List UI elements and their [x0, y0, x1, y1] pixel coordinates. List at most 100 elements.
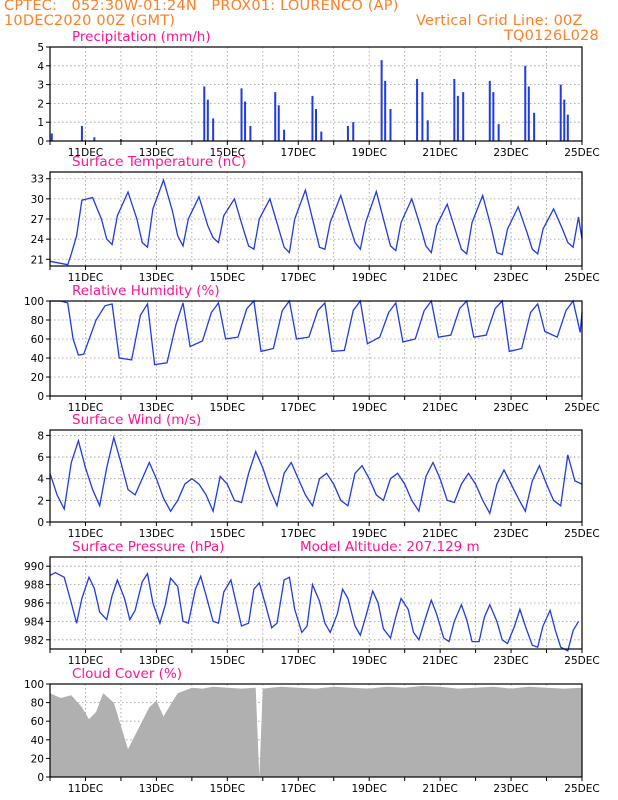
x-tick-label: 17DEC [281, 528, 316, 540]
x-tick-label: 11DEC [68, 272, 103, 284]
y-tick-label: 30 [31, 194, 44, 206]
x-tick-label: 15DEC [210, 655, 245, 667]
x-tick-label: 19DEC [351, 528, 386, 540]
precip-bar [492, 92, 495, 141]
panel-title: Relative Humidity (%) [72, 283, 220, 299]
x-tick-label: 23DEC [493, 147, 528, 159]
precip-bar [50, 133, 53, 141]
x-tick-label: 17DEC [281, 402, 316, 414]
panel-frame [49, 300, 583, 397]
precip-bar [352, 122, 355, 141]
panel-title: Surface Temperature (nC) [72, 154, 246, 170]
precip-bar [315, 109, 317, 141]
panel-frame [49, 683, 583, 778]
precip-bar [277, 105, 280, 141]
precip-bar [384, 80, 387, 141]
x-tick-label: 21DEC [422, 272, 457, 284]
x-tick-label: 25DEC [564, 402, 599, 414]
x-tick-label: 13DEC [139, 655, 174, 667]
y-tick-label: 60 [31, 716, 44, 728]
y-tick-label: 20 [31, 753, 44, 765]
x-tick-label: 13DEC [139, 402, 174, 414]
y-tick-label: 3 [37, 80, 44, 92]
x-tick-label: 23DEC [493, 655, 528, 667]
x-tick-label: 15DEC [210, 528, 245, 540]
header-right-2: TQ0126L028 [504, 28, 599, 44]
y-tick-label: 0 [37, 772, 44, 784]
y-tick-label: 982 [24, 635, 44, 647]
precip-bar [380, 60, 383, 141]
x-tick-label: 13DEC [139, 528, 174, 540]
x-tick-label: 17DEC [281, 272, 316, 284]
y-tick-label: 27 [31, 214, 44, 226]
series-line [49, 571, 580, 652]
panel-frame [49, 556, 583, 650]
x-tick-label: 11DEC [68, 147, 103, 159]
y-tick-label: 80 [31, 315, 44, 327]
precip-bar [421, 92, 424, 141]
precip-bar [212, 118, 215, 141]
series-line [49, 435, 583, 516]
precip-bar [206, 99, 209, 141]
y-tick-label: 40 [31, 353, 44, 365]
precip-bar [462, 92, 465, 141]
y-tick-label: 20 [31, 372, 44, 384]
precip-bar [533, 112, 536, 141]
y-tick-label: 986 [24, 598, 44, 610]
x-tick-label: 13DEC [139, 147, 174, 159]
y-tick-label: 21 [31, 254, 44, 266]
y-tick-label: 4 [37, 474, 44, 486]
x-tick-label: 17DEC [281, 655, 316, 667]
x-tick-label: 25DEC [564, 655, 599, 667]
y-tick-label: 8 [37, 430, 44, 442]
precip-bar [80, 125, 83, 141]
series-line [49, 178, 583, 266]
precip-bar [488, 80, 491, 141]
x-tick-label: 23DEC [493, 402, 528, 414]
x-tick-label: 25DEC [564, 783, 599, 795]
precip-bar [320, 131, 323, 141]
y-tick-label: 990 [24, 561, 44, 573]
y-tick-label: 988 [24, 580, 44, 592]
panel-frame [49, 171, 583, 267]
x-tick-label: 17DEC [281, 147, 316, 159]
precip-bar [416, 78, 419, 141]
x-tick-label: 17DEC [281, 783, 316, 795]
x-tick-label: 21DEC [422, 402, 457, 414]
x-tick-label: 13DEC [139, 783, 174, 795]
header-line-1: CPTEC: 052:30W-01:24N PROX01: LOURENCO (… [4, 0, 399, 14]
precip-bar [566, 114, 569, 141]
panel-frame [49, 46, 583, 142]
precip-bar [119, 139, 122, 141]
model-altitude-label: Model Altitude: 207.129 m [300, 539, 480, 555]
precip-bar [497, 124, 500, 141]
y-tick-label: 2 [37, 495, 44, 507]
x-tick-label: 13DEC [139, 272, 174, 284]
x-tick-label: 15DEC [210, 272, 245, 284]
precip-bar [346, 125, 349, 141]
panel-title: Surface Wind (m/s) [72, 412, 201, 428]
precip-bar [274, 92, 277, 141]
x-tick-label: 15DEC [210, 402, 245, 414]
precip-bar [93, 137, 96, 141]
header-right-1: Vertical Grid Line: 00Z [416, 13, 583, 29]
precip-bar [559, 84, 562, 141]
x-tick-label: 25DEC [564, 272, 599, 284]
x-tick-label: 23DEC [493, 783, 528, 795]
precip-bar [244, 101, 247, 141]
y-tick-label: 4 [37, 61, 44, 73]
x-tick-label: 11DEC [68, 402, 103, 414]
y-tick-label: 6 [37, 452, 44, 464]
y-tick-label: 2 [37, 98, 44, 110]
panel-title: Surface Pressure (hPa) [72, 539, 225, 555]
panel-frame [49, 429, 583, 523]
y-tick-label: 1 [37, 117, 44, 129]
header-line-2: 10DEC2020 00Z (GMT) [4, 13, 176, 29]
panel-title: Precipitation (mm/h) [72, 29, 211, 45]
x-tick-label: 21DEC [422, 655, 457, 667]
cloud-area [50, 685, 582, 777]
precip-bar [453, 78, 456, 141]
x-tick-label: 25DEC [564, 528, 599, 540]
precip-bar [311, 95, 314, 141]
x-tick-label: 23DEC [493, 528, 528, 540]
